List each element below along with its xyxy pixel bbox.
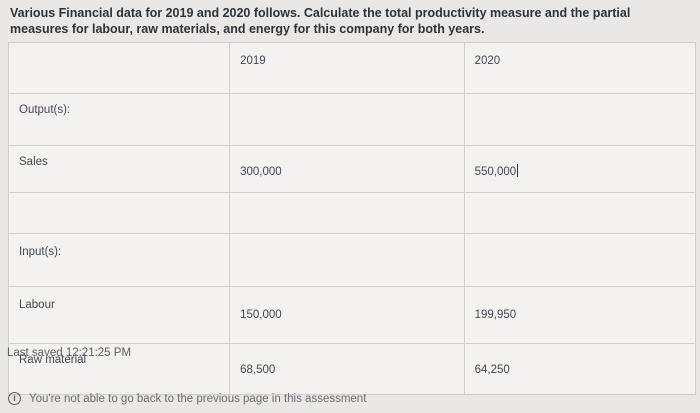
question-text: Various Financial data for 2019 and 2020… <box>10 5 690 37</box>
labour-2019-value[interactable]: 150,000 <box>229 286 465 344</box>
table-row <box>7 192 697 234</box>
sales-label: Sales <box>7 145 231 193</box>
table-row: Input(s): <box>7 233 697 287</box>
question-line-1: Various Financial data for 2019 and 2020… <box>10 6 631 20</box>
table-header-row: 2019 2020 <box>7 42 697 94</box>
sales-2020-text: 550,000 <box>474 166 517 178</box>
empty-cell <box>7 192 231 234</box>
empty-cell <box>229 93 465 146</box>
sales-2019-value[interactable]: 300,000 <box>229 145 465 193</box>
question-line-2: measures for labour, raw materials, and … <box>10 22 485 36</box>
labour-2019-text: 150,000 <box>240 309 282 321</box>
raw-material-2019-text: 68,500 <box>240 364 276 376</box>
empty-cell <box>229 192 465 234</box>
outputs-label: Output(s): <box>7 93 231 146</box>
raw-material-2020-value[interactable]: 64,250 <box>463 343 697 395</box>
empty-cell <box>463 192 697 234</box>
raw-material-label: Raw material <box>7 343 231 395</box>
labour-2020-text: 199,950 <box>474 309 517 321</box>
last-saved-status: Last saved 12:21:25 PM <box>7 347 132 359</box>
table-row: Output(s): <box>7 93 697 146</box>
raw-material-2020-text: 64,250 <box>474 364 510 376</box>
sales-2020-value[interactable]: 550,000 <box>463 145 697 193</box>
header-cell-2020: 2020 <box>463 42 697 94</box>
table-row: Labour 150,000 199,950 <box>7 286 697 344</box>
table-row: Raw material 68,500 64,250 <box>7 343 697 395</box>
text-cursor-icon <box>517 164 525 177</box>
raw-material-2019-value[interactable]: 68,500 <box>229 343 465 395</box>
header-cell-2019: 2019 <box>229 42 465 94</box>
header-cell-empty <box>7 42 231 94</box>
info-icon: i <box>8 392 21 405</box>
financial-data-table: 2019 2020 Output(s): Sales 300,000 550,0… <box>7 42 697 395</box>
labour-label: Labour <box>7 286 231 344</box>
notice-text: You're not able to go back to the previo… <box>29 392 367 405</box>
empty-cell <box>229 233 465 287</box>
sales-2019-text: 300,000 <box>240 166 282 178</box>
inputs-label: Input(s): <box>7 233 231 287</box>
labour-2020-value[interactable]: 199,950 <box>463 286 697 344</box>
empty-cell <box>463 93 697 146</box>
empty-cell <box>463 233 697 287</box>
table-row: Sales 300,000 550,000 <box>7 145 697 193</box>
navigation-notice: i You're not able to go back to the prev… <box>8 392 366 405</box>
